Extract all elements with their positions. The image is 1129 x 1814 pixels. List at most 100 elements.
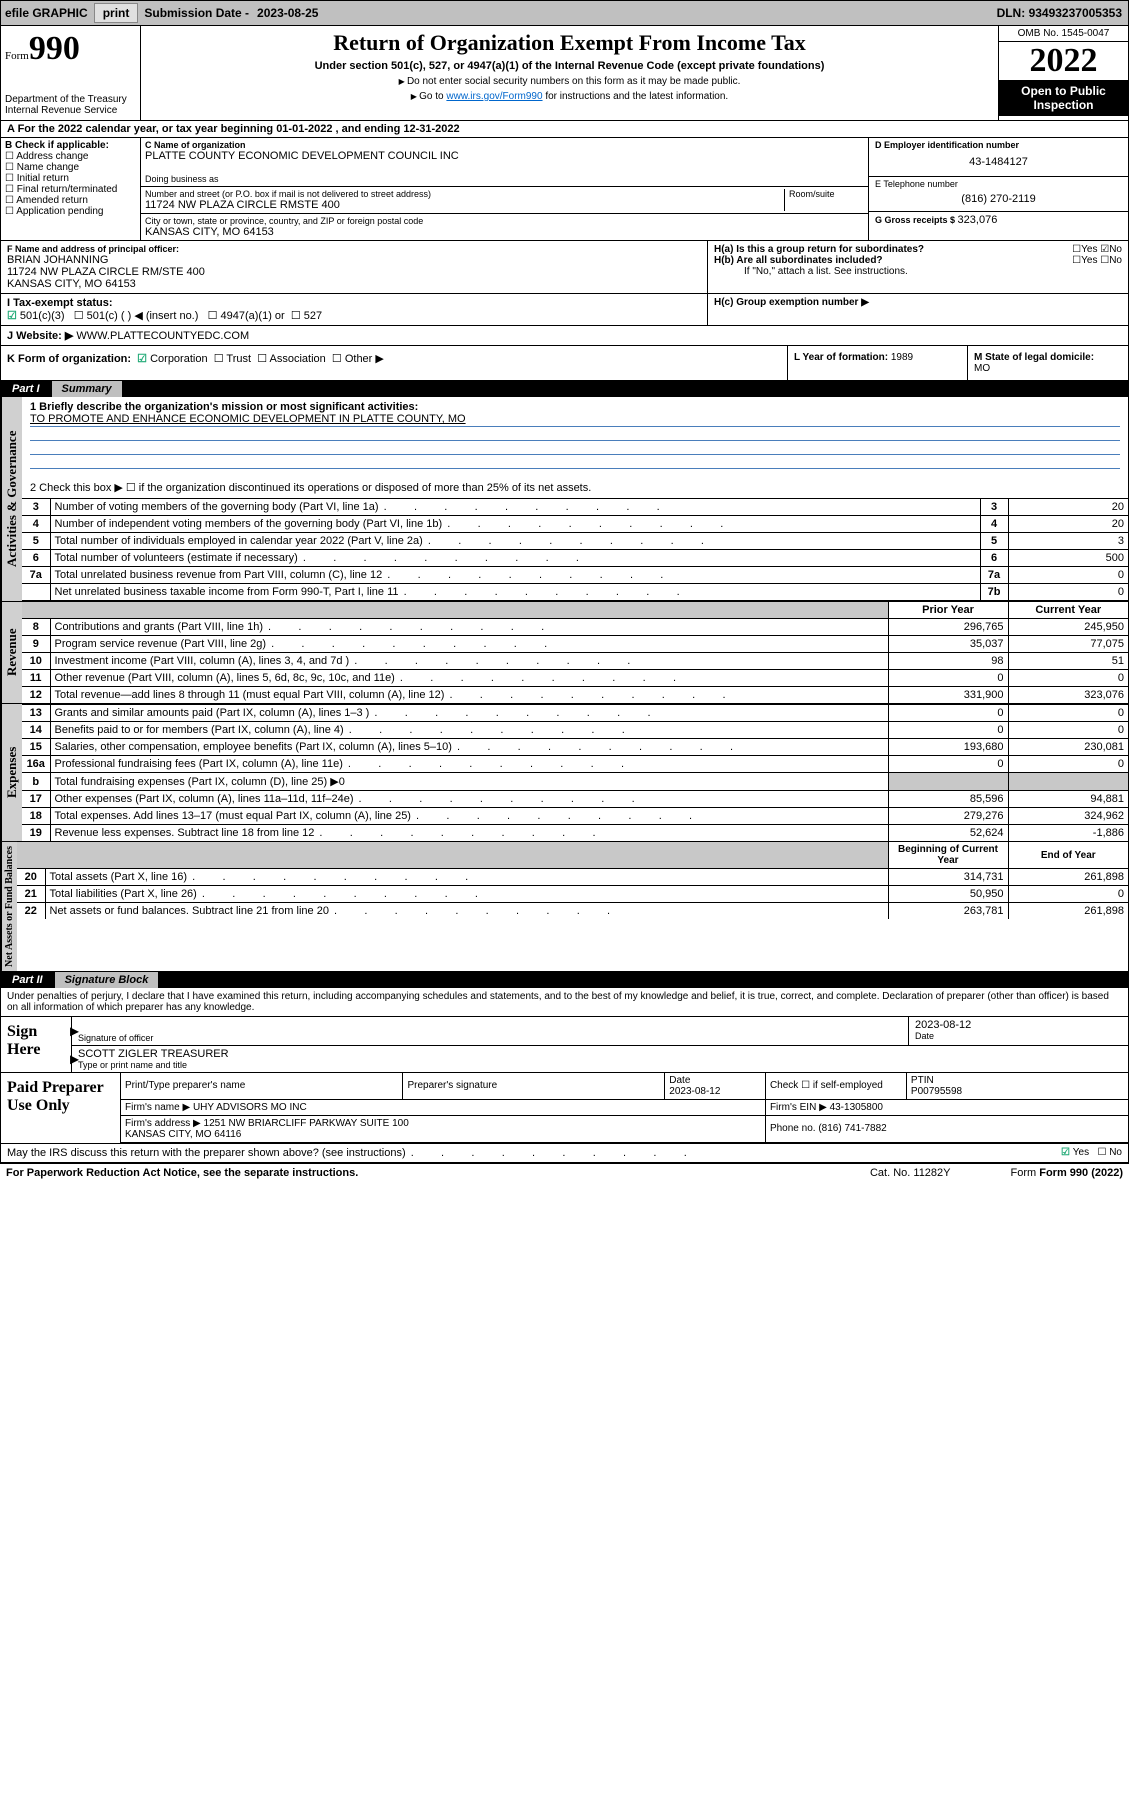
header-right: OMB No. 1545-0047 2022 Open to Public In… <box>998 26 1128 120</box>
chk-name[interactable]: Name change <box>5 162 136 173</box>
chk-address[interactable]: Address change <box>5 151 136 162</box>
prior-val: 50,950 <box>888 886 1008 903</box>
line-text: Total unrelated business revenue from Pa… <box>50 567 980 584</box>
mission-text: TO PROMOTE AND ENHANCE ECONOMIC DEVELOPM… <box>30 413 1120 427</box>
discuss-no[interactable]: No <box>1097 1147 1122 1158</box>
form-org-label: K Form of organization: <box>7 353 131 365</box>
paid-preparer-block: Paid Preparer Use Only Print/Type prepar… <box>0 1073 1129 1144</box>
line-text: Salaries, other compensation, employee b… <box>50 739 888 756</box>
current-val: 0 <box>1008 756 1128 773</box>
line-text: Other expenses (Part IX, column (A), lin… <box>50 791 888 808</box>
row-fh: F Name and address of principal officer:… <box>0 241 1129 294</box>
line-text: Other revenue (Part VIII, column (A), li… <box>50 670 888 687</box>
hdr-end: End of Year <box>1008 842 1128 869</box>
note-ssn: Do not enter social security numbers on … <box>149 76 990 87</box>
sig-date-label: Date <box>915 1031 1122 1041</box>
prior-val: 0 <box>888 756 1008 773</box>
line-num: 10 <box>22 653 50 670</box>
line-val: 20 <box>1008 516 1128 533</box>
omb-number: OMB No. 1545-0047 <box>999 26 1128 42</box>
dln: DLN: 93493237005353 <box>997 6 1128 20</box>
col-c: C Name of organization PLATTE COUNTY ECO… <box>141 138 868 240</box>
dept-label: Department of the Treasury Internal Reve… <box>5 94 136 116</box>
line-val: 500 <box>1008 550 1128 567</box>
print-button[interactable]: print <box>94 3 139 23</box>
line-val: 3 <box>1008 533 1128 550</box>
blank-cell <box>17 842 888 869</box>
tax-year: 2022 <box>999 42 1128 80</box>
year-formation: 1989 <box>891 352 913 363</box>
col-d: D Employer identification number 43-1484… <box>868 138 1128 240</box>
line-text: Professional fundraising fees (Part IX, … <box>50 756 888 773</box>
prior-val: 0 <box>888 705 1008 722</box>
discuss-yes[interactable]: Yes <box>1061 1147 1089 1158</box>
line-val: 0 <box>1008 567 1128 584</box>
chk-501c[interactable]: 501(c) ( ) ◀ (insert no.) <box>74 310 199 322</box>
chk-trust[interactable]: Trust <box>214 353 251 365</box>
current-val: 261,898 <box>1008 869 1128 886</box>
line-num: 4 <box>22 516 50 533</box>
line-text: Total assets (Part X, line 16) <box>45 869 888 886</box>
chk-pending[interactable]: Application pending <box>5 206 136 217</box>
chk-amended[interactable]: Amended return <box>5 195 136 206</box>
line-num: 19 <box>22 825 50 842</box>
row-j: J Website: ▶ WWW.PLATTECOUNTYEDC.COM <box>0 326 1129 346</box>
current-val: 0 <box>1008 670 1128 687</box>
prior-val: 0 <box>888 670 1008 687</box>
firm-ein-label: Firm's EIN ▶ <box>770 1102 830 1113</box>
line-num: 8 <box>22 619 50 636</box>
col-b: B Check if applicable: Address change Na… <box>1 138 141 240</box>
line-num: 17 <box>22 791 50 808</box>
line-num: 22 <box>17 903 45 920</box>
ein-label: D Employer identification number <box>875 140 1122 150</box>
prior-val: 331,900 <box>888 687 1008 704</box>
line-num: 9 <box>22 636 50 653</box>
current-val: 261,898 <box>1008 903 1128 920</box>
hdr-prior: Prior Year <box>888 602 1008 619</box>
paid-h5: PTIN <box>911 1075 934 1086</box>
prior-val <box>888 773 1008 791</box>
current-val: 0 <box>1008 705 1128 722</box>
chk-4947[interactable]: 4947(a)(1) or <box>208 310 285 322</box>
line-num: 20 <box>17 869 45 886</box>
website-value: WWW.PLATTECOUNTYEDC.COM <box>76 330 249 342</box>
footer-line: For Paperwork Reduction Act Notice, see … <box>0 1163 1129 1182</box>
chk-other[interactable]: Other ▶ <box>332 353 384 365</box>
vlabel-expenses: Expenses <box>1 704 22 841</box>
chk-501c3[interactable]: 501(c)(3) <box>7 310 65 322</box>
line-num: 7a <box>22 567 50 584</box>
website-label: J Website: ▶ <box>7 330 76 342</box>
line-text: Program service revenue (Part VIII, line… <box>50 636 888 653</box>
revenue-table: Prior Year Current Year 8 Contributions … <box>22 602 1128 703</box>
prior-val: 98 <box>888 653 1008 670</box>
line-num: 16a <box>22 756 50 773</box>
instructions-link[interactable]: www.irs.gov/Form990 <box>446 91 542 102</box>
discuss-q: May the IRS discuss this return with the… <box>7 1147 689 1159</box>
prior-val: 263,781 <box>888 903 1008 920</box>
part-i-bar: Part I Summary <box>0 381 1129 397</box>
chk-final[interactable]: Final return/terminated <box>5 184 136 195</box>
governance-table: 3 Number of voting members of the govern… <box>22 498 1128 601</box>
h-c: H(c) Group exemption number ▶ <box>708 294 1128 325</box>
line-text: Total fundraising expenses (Part IX, col… <box>50 773 888 791</box>
line-val: 0 <box>1008 584 1128 601</box>
caret-icon: ▸ <box>70 1048 79 1069</box>
chk-assoc[interactable]: Association <box>257 353 326 365</box>
footer-discuss: May the IRS discuss this return with the… <box>0 1144 1129 1163</box>
chk-corp[interactable]: Corporation <box>137 353 207 365</box>
chk-527[interactable]: 527 <box>291 310 322 322</box>
ein-value: 43-1484127 <box>875 150 1122 174</box>
current-val: 77,075 <box>1008 636 1128 653</box>
dba-label: Doing business as <box>145 174 864 184</box>
firm-ein: 43-1305800 <box>830 1102 883 1113</box>
line-box: 6 <box>980 550 1008 567</box>
paid-preparer-label: Paid Preparer Use Only <box>1 1073 121 1143</box>
chk-initial[interactable]: Initial return <box>5 173 136 184</box>
firm-name-label: Firm's name ▶ <box>125 1102 193 1113</box>
firm-phone: (816) 741-7882 <box>818 1123 886 1134</box>
note-link: Go to www.irs.gov/Form990 for instructio… <box>149 91 990 102</box>
part-i-num: Part I <box>0 381 52 397</box>
line-text: Number of independent voting members of … <box>50 516 980 533</box>
officer-name: BRIAN JOHANNING <box>7 254 701 266</box>
line-text: Total expenses. Add lines 13–17 (must eq… <box>50 808 888 825</box>
